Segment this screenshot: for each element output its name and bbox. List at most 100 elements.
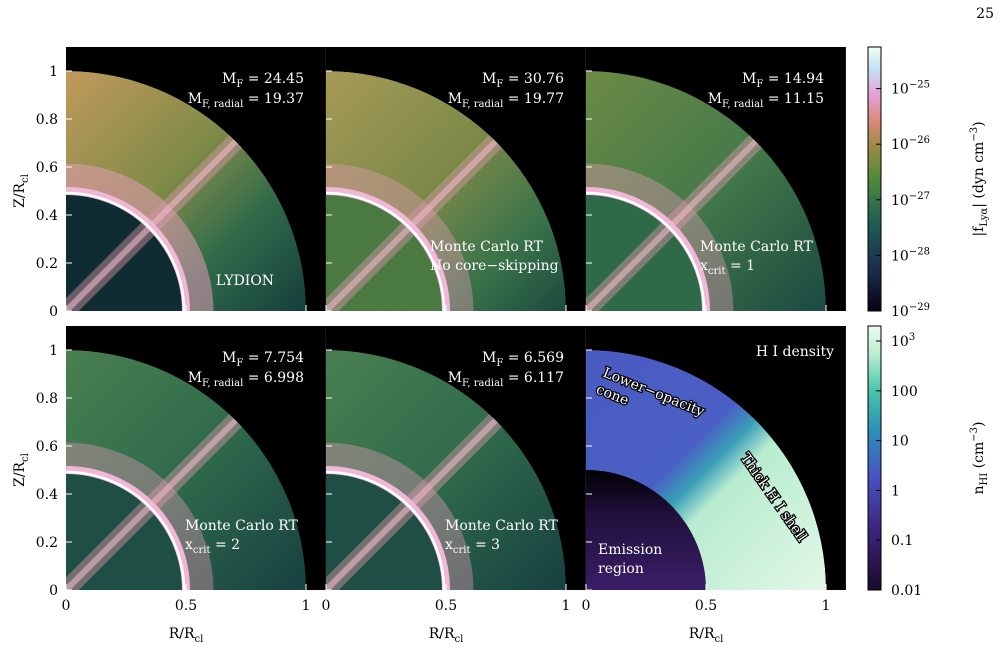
y-tick-label: 0.4 xyxy=(36,208,58,224)
colorbar-tick-label-part: −28 xyxy=(909,246,930,257)
mass-label: MF, radial = 11.15 xyxy=(708,91,824,110)
mass-label-part: F, radial xyxy=(202,99,243,110)
ring-edge xyxy=(66,191,186,311)
y-tick-label: 0.8 xyxy=(36,112,58,128)
mass-label: MF = 24.45 xyxy=(222,71,304,90)
colorbar-tick-label: 10−26 xyxy=(891,135,930,153)
panel xyxy=(585,47,846,312)
colorbar-tick-label: 10−28 xyxy=(891,246,930,264)
emission-label: region xyxy=(598,561,644,577)
mass-label-part: = 30.76 xyxy=(503,71,564,87)
x-tick-label: 1 xyxy=(822,598,831,614)
x-axis-label-part: R/R xyxy=(689,626,715,642)
y-axis-label: Z/Rcl xyxy=(12,453,31,487)
mass-label-part: = 6.117 xyxy=(503,370,564,386)
mass-label-part: M xyxy=(222,350,236,366)
x-axis-label-part: R/R xyxy=(169,626,195,642)
mass-label-part: M xyxy=(448,370,462,386)
colorbar-tick-label-part: 100 xyxy=(891,384,918,400)
colorbar-label: |fLyα| (dyn cm−3) xyxy=(969,121,990,236)
y-tick-label: 0.8 xyxy=(36,391,58,407)
colorbar-tick-label-part: 10 xyxy=(891,82,909,98)
heatmap xyxy=(326,71,566,311)
colorbar-tick-label: 103 xyxy=(891,332,915,350)
ring xyxy=(326,466,450,590)
x-tick-label: 0.5 xyxy=(435,598,457,614)
method-label-part: crit xyxy=(453,545,471,556)
panel xyxy=(585,326,846,591)
mass-label-part: = 14.94 xyxy=(763,71,824,87)
y-tick-label: 0 xyxy=(49,304,58,320)
method-label: No core−skipping xyxy=(430,258,559,274)
colorbar-tick-label-part: 10 xyxy=(891,193,909,209)
colorbar-label-part: −3 xyxy=(969,127,980,142)
page-number: 25 xyxy=(976,6,994,22)
colorbar-tick-label-part: 10 xyxy=(891,248,909,264)
colorbar-tick-label: 0.01 xyxy=(891,583,922,599)
method-label: xcrit = 3 xyxy=(445,537,500,556)
mass-label-part: = 6.998 xyxy=(243,370,304,386)
x-axis-label-part: cl xyxy=(715,634,724,645)
method-label-part: x xyxy=(445,537,453,553)
mass-label-part: M xyxy=(742,71,756,87)
mass-label-part: = 24.45 xyxy=(243,71,304,87)
colorbar-tick-label-part: −27 xyxy=(909,191,930,202)
ring-edge xyxy=(66,470,186,590)
mass-label-part: F, radial xyxy=(462,378,503,389)
method-label: Monte Carlo RT xyxy=(185,518,299,534)
method-label: xcrit = 1 xyxy=(700,258,755,277)
heatmap xyxy=(66,71,306,311)
y-axis-label-part: Z/R xyxy=(12,461,28,486)
method-label-part: crit xyxy=(708,266,726,277)
colorbar-label-part: HI xyxy=(979,473,990,486)
colorbar-tick-label: 100 xyxy=(891,384,918,400)
colorbar-tick-label-part: −29 xyxy=(909,302,930,313)
colorbar-tick-label: 10 xyxy=(891,434,909,450)
mass-label-part: F xyxy=(236,358,243,369)
x-tick-label: 0.5 xyxy=(175,598,197,614)
method-label-part: crit xyxy=(193,545,211,556)
colorbar-label-part: (cm xyxy=(971,442,987,473)
y-axis-label-part: cl xyxy=(20,174,31,183)
colorbar-tick-label: 10−25 xyxy=(891,80,930,98)
method-label-part: = 3 xyxy=(471,537,501,553)
colorbar-tick-label-part: 10 xyxy=(891,304,909,320)
colorbar-tick-label-part: 0.01 xyxy=(891,583,922,599)
method-label-part: LYDION xyxy=(216,273,274,289)
emission-label: Emission xyxy=(598,542,662,558)
density-inner xyxy=(586,470,706,590)
x-tick-label: 0 xyxy=(62,598,71,614)
ring-edge xyxy=(586,191,706,311)
mass-label-part: = 19.37 xyxy=(243,91,304,107)
method-label-part: = 1 xyxy=(726,258,756,274)
y-tick-label: 1 xyxy=(49,64,58,80)
mass-label-part: F xyxy=(756,79,763,90)
mass-label-part: M xyxy=(448,91,462,107)
mass-label: MF, radial = 6.117 xyxy=(448,370,564,389)
method-label: Monte Carlo RT xyxy=(430,239,544,255)
mass-label: MF, radial = 19.37 xyxy=(188,91,304,110)
x-tick-label: 0 xyxy=(582,598,591,614)
colorbar-tick-label-part: 10 xyxy=(891,137,909,153)
colorbar-label-part: ) xyxy=(971,121,987,126)
mass-label-part: M xyxy=(188,91,202,107)
colorbar-tick-label-part: 10 xyxy=(891,434,909,450)
x-tick-label: 0 xyxy=(322,598,331,614)
colorbar-tick-label-part: −26 xyxy=(909,135,930,146)
x-axis-label-part: cl xyxy=(195,634,204,645)
method-label: xcrit = 2 xyxy=(185,537,240,556)
panel xyxy=(65,326,326,591)
colorbar-tick-label: 1 xyxy=(891,483,900,499)
colorbar-tick-label-part: −25 xyxy=(909,80,930,91)
colorbar-label-part: ) xyxy=(971,422,987,427)
mass-label-part: F xyxy=(496,358,503,369)
method-label-part: Monte Carlo RT xyxy=(430,239,544,255)
method-label-part: = 2 xyxy=(211,537,241,553)
colorbar-label-part: | (dyn cm xyxy=(971,142,987,208)
x-axis-label: R/Rcl xyxy=(429,626,464,645)
y-tick-label: 0.6 xyxy=(36,439,58,455)
method-label-part: x xyxy=(700,258,708,274)
y-tick-label: 0 xyxy=(49,583,58,599)
x-tick-label: 1 xyxy=(562,598,571,614)
